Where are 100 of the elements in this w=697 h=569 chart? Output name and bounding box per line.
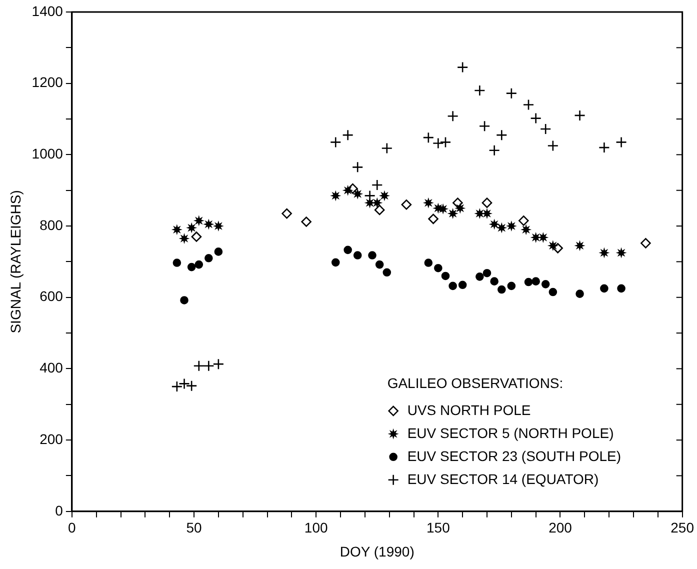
point [518,216,529,226]
point [530,232,542,243]
point [447,110,458,122]
point [364,190,376,202]
point [456,62,468,73]
point [496,222,508,234]
point [476,272,484,281]
point [498,285,506,294]
point [330,190,342,202]
point [616,136,627,148]
point [520,224,532,236]
y-tick-label: 600 [40,288,64,304]
point [212,358,224,370]
x-tick-label: 100 [304,520,328,536]
point [598,142,610,154]
point [448,282,457,290]
point [574,240,586,252]
point [482,208,492,220]
y-tick-label: 0 [55,502,64,518]
point [331,258,340,267]
point [600,284,608,293]
y-tick-label: 800 [40,216,64,233]
point [171,224,182,236]
point [352,188,364,200]
legend-label: EUV SECTOR 14 (EQUATOR) [407,470,599,487]
point [342,129,354,141]
point [488,144,500,156]
point [172,258,182,267]
point [186,222,198,234]
point [474,84,486,96]
x-tick-label: 150 [426,520,450,536]
point [522,99,534,110]
point [488,218,500,230]
point [422,197,434,208]
y-tick-label: 1200 [32,74,64,90]
point [368,251,376,260]
point [440,136,452,148]
point [191,232,202,242]
point [194,260,204,269]
point [616,247,627,258]
x-tick-label: 0 [68,520,76,536]
point [353,251,362,260]
point [482,198,492,208]
point [538,232,549,243]
point [178,233,190,244]
point [422,132,434,144]
point [532,277,540,286]
point [282,208,292,219]
point [547,140,559,152]
point [640,238,651,248]
y-tick-label: 400 [40,360,64,376]
y-tick-label: 200 [40,430,64,447]
point [352,162,364,173]
point [524,278,533,286]
point [598,247,610,258]
point [401,199,412,210]
point [171,380,183,392]
y-tick-label: 1000 [32,146,64,162]
point [344,246,352,254]
point [507,282,516,290]
point [186,380,198,392]
point [496,129,508,141]
x-axis-title: DOY (1990) [340,543,414,560]
point [193,360,205,372]
point [576,290,584,298]
legend-label: EUV SECTOR 5 (NORTH POLE) [407,424,614,441]
point [482,268,492,278]
point [330,136,342,148]
point [617,284,626,293]
x-tick-label: 250 [670,520,694,536]
point [447,208,458,220]
point [548,288,558,296]
point [441,272,450,280]
point [193,215,204,226]
point [506,88,518,99]
point [506,220,517,232]
point [371,179,383,191]
point [454,202,466,214]
y-axis-title: SIGNAL (RAYLEIGHS) [7,190,24,334]
point [432,138,444,149]
point [458,280,467,290]
point [490,277,498,286]
legend-title: GALILEO OBSERVATIONS: [387,374,564,391]
point [530,112,542,124]
point [574,110,586,122]
point [547,240,558,252]
point [204,254,213,262]
point [374,204,385,216]
point [214,248,223,256]
point [428,214,438,224]
point [424,258,433,267]
point [375,260,384,269]
point [438,203,449,214]
point [203,218,214,230]
point [378,190,390,202]
point [364,197,376,208]
point [212,220,224,232]
x-tick-label: 200 [548,520,572,536]
point [382,268,392,277]
point [187,262,196,272]
